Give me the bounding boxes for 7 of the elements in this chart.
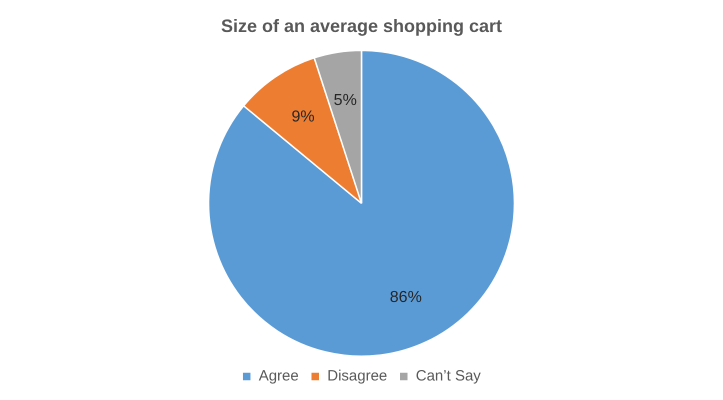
legend-label: Agree bbox=[258, 368, 299, 385]
legend-label: Disagree bbox=[327, 368, 388, 385]
data-label: 9% bbox=[291, 108, 315, 126]
data-label: 86% bbox=[390, 288, 422, 306]
chart-title: Size of an average shopping cart bbox=[220, 16, 502, 36]
data-label: 5% bbox=[334, 92, 357, 109]
legend-label: Can’t Say bbox=[416, 368, 482, 385]
